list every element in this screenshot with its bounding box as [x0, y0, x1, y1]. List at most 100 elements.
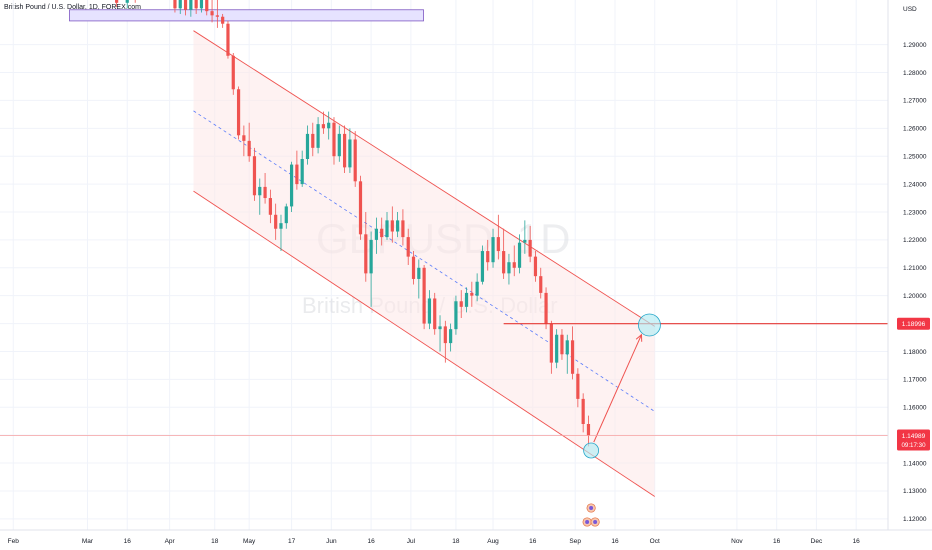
price-axis[interactable]: USD1.120001.130001.140001.150001.160001.… — [887, 0, 927, 530]
candle-body — [332, 122, 336, 157]
candle-body — [544, 292, 548, 324]
grid-lines — [0, 0, 888, 530]
price-tick-label: 1.26000 — [903, 126, 927, 133]
price-tick-label: 1.29000 — [903, 42, 927, 49]
flag-icon[interactable] — [586, 503, 596, 513]
countdown-text: 09:17:30 — [901, 442, 926, 449]
projection-drawings[interactable] — [0, 313, 888, 459]
current-label-text: 1.14989 — [902, 433, 926, 440]
resistance-price-label: 1.18996 — [897, 317, 930, 330]
candle-body — [342, 133, 347, 168]
candle-body — [411, 256, 416, 279]
candle-body — [369, 239, 373, 274]
candle-body — [125, 0, 129, 3]
candle-body — [486, 251, 490, 263]
candle-body — [316, 124, 320, 148]
price-tick-label: 1.12000 — [903, 516, 927, 523]
candle-body — [178, 0, 182, 9]
candle-body — [173, 0, 177, 9]
channel-upper-line[interactable] — [193, 30, 655, 327]
candle-body — [374, 228, 379, 240]
projection-arrow-line[interactable] — [593, 334, 642, 443]
candle-body — [422, 267, 426, 324]
time-axis[interactable]: Feb Mar 16 Apr 18 May 17 Jun 16 Jul 18 Aug 16 Sep 16 Oc… — [0, 529, 932, 545]
target-circle-high[interactable] — [638, 313, 661, 337]
candle-body — [586, 424, 591, 436]
candle-body — [470, 292, 474, 296]
flag-icon[interactable] — [590, 517, 600, 527]
candle-body — [517, 242, 522, 268]
candle-body — [252, 156, 257, 196]
candle-body — [539, 276, 543, 293]
candle-body — [295, 164, 299, 185]
candle-body — [396, 220, 400, 232]
candle-body — [480, 251, 485, 282]
candle-body — [183, 0, 188, 10]
candle-body — [348, 139, 352, 168]
candle-body — [300, 159, 304, 185]
time-tick-label: Oct — [650, 538, 660, 545]
candle-body — [258, 186, 262, 196]
event-icons[interactable] — [582, 503, 600, 527]
supply-zone-rect[interactable] — [69, 9, 424, 22]
candle-body — [570, 340, 575, 374]
candle-body — [565, 340, 569, 355]
candle-body — [533, 256, 538, 277]
current-label-bg — [897, 429, 930, 451]
candle-body — [263, 186, 267, 199]
candle-body — [364, 234, 368, 274]
time-tick-label: May — [243, 538, 256, 545]
flag-icon[interactable] — [582, 517, 592, 527]
candle-body — [496, 237, 500, 252]
candle-body — [189, 0, 193, 10]
candle-body — [279, 223, 283, 229]
candles — [115, 0, 591, 447]
candle-body — [380, 228, 384, 238]
time-tick-label: 18 — [452, 538, 460, 545]
candle-body — [311, 133, 315, 148]
time-tick-label: Apr — [165, 538, 176, 545]
price-tick-label: 1.14000 — [903, 460, 927, 467]
candle-body — [194, 0, 198, 9]
supply-zone[interactable] — [69, 9, 424, 22]
candle-body — [226, 23, 230, 56]
candle-body — [449, 329, 453, 344]
price-tick-label: 1.13000 — [903, 488, 927, 495]
candle-body — [284, 206, 288, 224]
candle-body — [549, 323, 553, 363]
time-tick-label: 16 — [529, 538, 537, 545]
resistance-label-text: 1.18996 — [902, 321, 926, 328]
candle-body — [115, 0, 119, 3]
target-circle-low[interactable] — [583, 442, 600, 459]
candle-body — [443, 326, 447, 344]
candle-body — [427, 298, 432, 324]
time-tick-label: Mar — [82, 538, 94, 545]
candle-body — [199, 0, 204, 9]
projection-arrow-head[interactable] — [635, 333, 643, 342]
flag-icon-core — [585, 520, 590, 524]
channel-midline[interactable] — [193, 110, 655, 412]
price-tick-label: 1.16000 — [903, 405, 927, 412]
flag-icon-core — [593, 520, 598, 524]
candle-body — [353, 139, 357, 182]
time-tick-label: 16 — [611, 538, 619, 545]
candle-body — [507, 262, 511, 274]
candle-body — [528, 239, 532, 257]
candle-body — [242, 135, 246, 141]
price-tick-label: 1.21000 — [903, 265, 927, 272]
candle-body — [502, 251, 506, 274]
candle-body — [417, 267, 421, 279]
candle-body — [215, 15, 219, 17]
price-tick-label: 1.17000 — [903, 377, 927, 384]
time-tick-label: Sep — [569, 538, 581, 545]
candle-body — [210, 11, 214, 16]
time-tick-label: 18 — [211, 538, 219, 545]
candle-body — [433, 298, 437, 330]
flag-icon-core — [589, 506, 594, 510]
time-tick-label: Jun — [326, 538, 337, 545]
candle-body — [231, 55, 235, 90]
price-tick-label: 1.27000 — [903, 98, 927, 105]
price-tick-label: 1.22000 — [903, 237, 927, 244]
channel-lower-line[interactable] — [193, 190, 655, 497]
